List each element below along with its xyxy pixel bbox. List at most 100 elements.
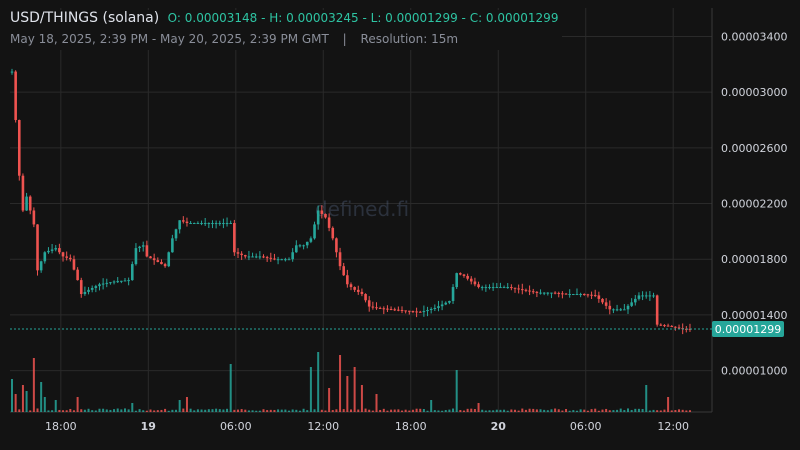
volume-bar — [575, 410, 578, 412]
volume-bar — [441, 410, 444, 412]
candle — [677, 327, 681, 329]
volume-bar — [280, 409, 283, 412]
candle — [561, 293, 564, 295]
volume-bar — [273, 409, 276, 412]
volume-bar — [40, 382, 43, 412]
volume-bar — [131, 403, 134, 412]
volume-bar — [422, 408, 425, 412]
volume-bar — [251, 410, 254, 412]
candle — [43, 252, 47, 262]
volume-bar — [623, 410, 626, 412]
candle — [349, 284, 353, 288]
candle — [218, 223, 222, 225]
volume-bar — [302, 408, 305, 412]
volume-bar — [648, 410, 651, 412]
volume-bar — [105, 409, 108, 412]
candle — [608, 305, 612, 310]
volume-bar — [561, 410, 564, 412]
candle — [25, 196, 28, 211]
candle — [222, 223, 225, 225]
volume-bar — [455, 370, 458, 412]
volume-bar — [69, 408, 72, 412]
volume-bar — [495, 409, 498, 412]
volume-bar — [535, 409, 538, 412]
volume-bar — [627, 408, 630, 412]
volume-bar — [218, 409, 221, 412]
volume-bar — [364, 408, 367, 412]
candle — [14, 71, 17, 121]
volume-bar — [645, 385, 648, 412]
volume-bar — [506, 410, 509, 412]
last-price-badge — [712, 320, 784, 337]
volume-bar — [317, 352, 320, 412]
candle — [58, 248, 61, 253]
volume-bar — [164, 408, 167, 412]
volume-bar — [167, 410, 170, 412]
candle — [586, 294, 590, 296]
candle — [298, 245, 302, 247]
volume-bar — [32, 358, 35, 412]
candle — [411, 311, 415, 313]
volume-bar — [521, 408, 524, 412]
volume-bar — [196, 409, 199, 412]
volume-bar — [189, 408, 192, 412]
volume-bar — [528, 408, 531, 412]
volume-bar — [324, 410, 327, 412]
ohlc-readout: O: 0.00003148 - H: 0.00003245 - L: 0.000… — [167, 11, 559, 25]
symbol-title[interactable]: USD/THINGS (solana) — [10, 10, 160, 26]
candle — [623, 309, 626, 311]
volume-bar — [550, 409, 553, 412]
volume-bar — [397, 409, 400, 412]
candle — [28, 196, 32, 211]
candle — [171, 238, 174, 253]
volume-bar — [277, 409, 280, 412]
volume-bar — [583, 409, 586, 412]
candle — [69, 257, 72, 260]
high-value: H: 0.00003245 — [269, 11, 359, 25]
volume-bar — [448, 409, 451, 412]
candle — [535, 291, 539, 293]
candle — [568, 294, 571, 296]
volume-bar — [473, 409, 476, 412]
x-tick-label: 19 — [141, 420, 156, 433]
volume-bar — [178, 400, 181, 412]
volume-bar — [207, 409, 210, 412]
candle — [367, 300, 371, 307]
candle — [666, 325, 670, 327]
candle — [469, 278, 473, 282]
volume-bar — [532, 408, 535, 412]
candle — [626, 305, 630, 310]
volume-bar — [25, 391, 28, 412]
candle — [491, 287, 495, 289]
volume-bar — [484, 410, 487, 412]
candle — [284, 259, 287, 261]
volume-bar — [685, 410, 688, 412]
candle — [276, 259, 280, 261]
volume-bar — [116, 408, 119, 412]
volume-bar — [47, 410, 50, 412]
candle — [517, 288, 520, 290]
volume-bar — [87, 408, 90, 412]
volume-bar — [481, 409, 484, 412]
candle — [674, 326, 677, 328]
candle — [273, 258, 276, 260]
y-tick-label: 0.00002600 — [721, 142, 787, 155]
volume-bar — [229, 364, 232, 412]
volume-bar — [452, 408, 455, 412]
candle — [21, 175, 25, 211]
candle — [630, 302, 633, 306]
volume-bar — [342, 409, 345, 412]
volume-bar — [215, 408, 218, 412]
volume-bar — [630, 409, 633, 412]
candle — [502, 287, 506, 289]
volume-bar — [266, 410, 269, 412]
volume-bar — [160, 409, 163, 412]
x-tick-label: 20 — [491, 420, 507, 433]
volume-bar — [579, 409, 582, 412]
volume-bar — [313, 409, 316, 412]
y-tick-label: 0.00001000 — [721, 365, 787, 378]
volume-bar — [233, 409, 236, 412]
resolution-label: Resolution: 15m — [360, 32, 459, 46]
